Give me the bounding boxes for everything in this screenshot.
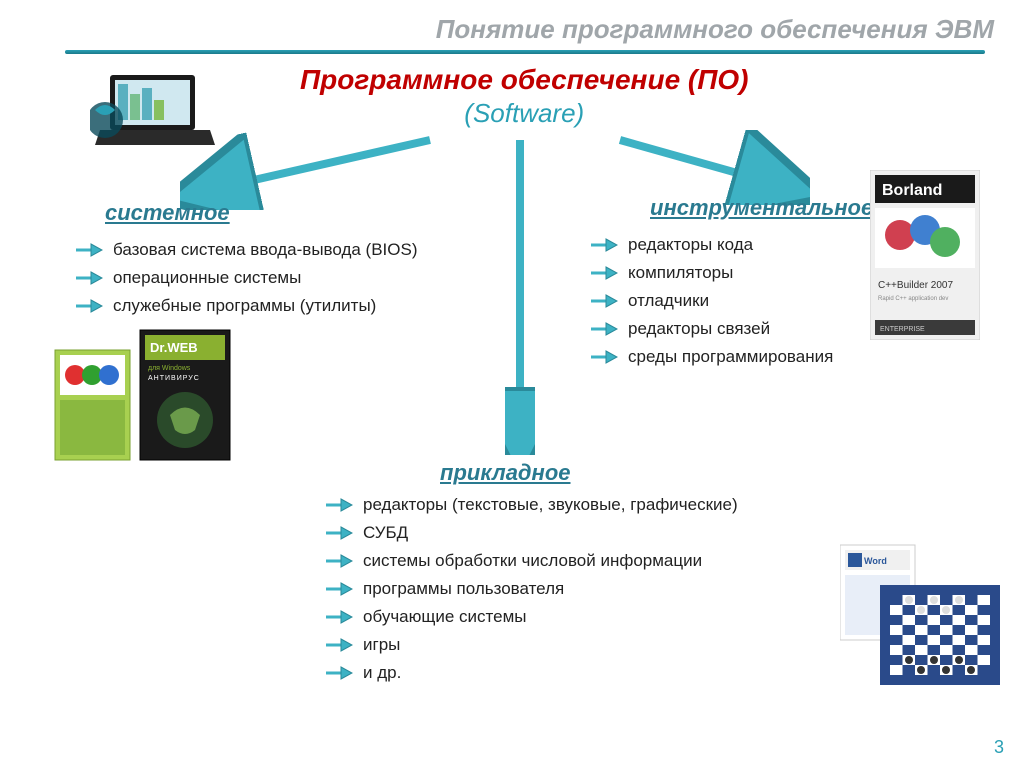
category-applied-title: прикладное: [440, 460, 571, 486]
software-boxes-illustration: Dr.WEB для Windows АНТИВИРУС: [50, 320, 240, 470]
bullet-arrow-icon: [325, 666, 353, 680]
category-instrumental-list: редакторы кода компиляторы отладчики редакт…: [590, 235, 833, 375]
bullet-arrow-icon: [75, 243, 103, 257]
list-item-label: операционные системы: [113, 268, 301, 288]
svg-text:C++Builder 2007: C++Builder 2007: [878, 280, 953, 291]
list-item-label: компиляторы: [628, 263, 733, 283]
list-item: игры: [325, 635, 738, 655]
bullet-arrow-icon: [590, 238, 618, 252]
word-chess-illustration: Word: [840, 540, 1010, 690]
list-item-label: отладчики: [628, 291, 709, 311]
list-item-label: СУБД: [363, 523, 408, 543]
bullet-arrow-icon: [590, 322, 618, 336]
bullet-arrow-icon: [325, 610, 353, 624]
category-instrumental-title: инструментальное: [650, 195, 873, 221]
main-title-block: Программное обеспечение (ПО) (Software): [300, 64, 749, 129]
list-item: редакторы кода: [590, 235, 833, 255]
svg-text:АНТИВИРУС: АНТИВИРУС: [148, 375, 200, 382]
title-underline: [65, 50, 985, 54]
list-item-label: редакторы связей: [628, 319, 770, 339]
category-applied-list: редакторы (текстовые, звуковые, графичес…: [325, 495, 738, 691]
arrow-to-applied: [505, 135, 535, 455]
list-item-label: и др.: [363, 663, 401, 683]
list-item-label: системы обработки числовой информации: [363, 551, 702, 571]
list-item: редакторы (текстовые, звуковые, графичес…: [325, 495, 738, 515]
laptop-illustration: [90, 70, 220, 150]
page-number: 3: [994, 737, 1004, 758]
page-title: Понятие программного обеспечения ЭВМ: [436, 14, 994, 45]
bullet-arrow-icon: [325, 638, 353, 652]
borland-box-illustration: Borland C++Builder 2007 Rapid C++ applic…: [870, 170, 980, 340]
bullet-arrow-icon: [75, 271, 103, 285]
bullet-arrow-icon: [325, 498, 353, 512]
list-item: и др.: [325, 663, 738, 683]
list-item: компиляторы: [590, 263, 833, 283]
bullet-arrow-icon: [590, 350, 618, 364]
category-system-title: системное: [105, 200, 230, 226]
list-item: служебные программы (утилиты): [75, 296, 418, 316]
list-item-label: редакторы кода: [628, 235, 753, 255]
svg-text:для Windows: для Windows: [148, 365, 191, 372]
list-item: операционные системы: [75, 268, 418, 288]
list-item: СУБД: [325, 523, 738, 543]
list-item-label: программы пользователя: [363, 579, 564, 599]
svg-text:Dr.WEB: Dr.WEB: [150, 340, 198, 355]
bullet-arrow-icon: [325, 526, 353, 540]
category-system-list: базовая система ввода-вывода (BIOS) опера…: [75, 240, 418, 324]
list-item-label: обучающие системы: [363, 607, 527, 627]
list-item-label: среды программирования: [628, 347, 833, 367]
arrow-to-instrumental: [610, 130, 810, 205]
bullet-arrow-icon: [325, 554, 353, 568]
list-item: программы пользователя: [325, 579, 738, 599]
bullet-arrow-icon: [590, 266, 618, 280]
svg-text:Rapid C++ application dev: Rapid C++ application dev: [878, 296, 948, 302]
main-title-line2: (Software): [300, 98, 749, 129]
svg-text:Borland: Borland: [882, 182, 942, 199]
list-item-label: редакторы (текстовые, звуковые, графичес…: [363, 495, 738, 515]
bullet-arrow-icon: [75, 299, 103, 313]
svg-text:ENTERPRISE: ENTERPRISE: [880, 326, 925, 333]
list-item: среды программирования: [590, 347, 833, 367]
list-item-label: базовая система ввода-вывода (BIOS): [113, 240, 418, 260]
list-item: базовая система ввода-вывода (BIOS): [75, 240, 418, 260]
list-item: редакторы связей: [590, 319, 833, 339]
svg-text:Word: Word: [864, 556, 887, 566]
main-title-line1: Программное обеспечение (ПО): [300, 64, 749, 96]
bullet-arrow-icon: [325, 582, 353, 596]
list-item-label: игры: [363, 635, 400, 655]
bullet-arrow-icon: [590, 294, 618, 308]
list-item: обучающие системы: [325, 607, 738, 627]
list-item: отладчики: [590, 291, 833, 311]
list-item: системы обработки числовой информации: [325, 551, 738, 571]
list-item-label: служебные программы (утилиты): [113, 296, 376, 316]
